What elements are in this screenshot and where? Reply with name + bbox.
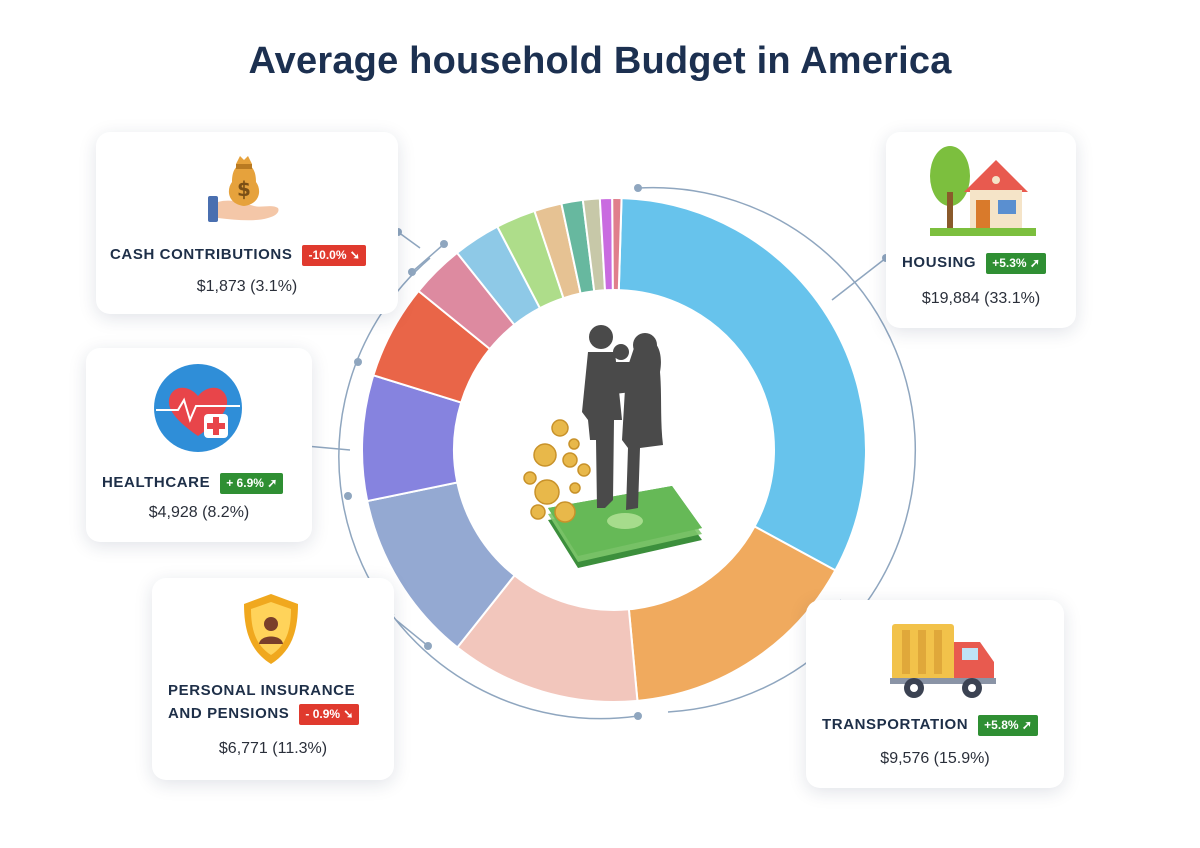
- transportation-card: TRANSPORTATION +5.8% ➚ $9,576 (15.9%): [806, 600, 1064, 788]
- cash-change-badge: -10.0% ➘: [302, 244, 366, 266]
- transportation-value: $9,576 (15.9%): [880, 750, 990, 767]
- connector-dot: [634, 712, 642, 720]
- transportation-label: TRANSPORTATION: [822, 716, 969, 733]
- cash-contributions-card: $ CASH CONTRIBUTIONS -10.0% ➘ $1,873 (3.…: [96, 132, 398, 314]
- donut-center: [454, 290, 774, 610]
- connector-dot: [440, 240, 448, 248]
- page-title: Average household Budget in America: [248, 40, 952, 82]
- housing-change-badge: +5.3% ➚: [986, 252, 1046, 274]
- connector-dot: [408, 268, 416, 276]
- shield-person-icon: [240, 592, 302, 666]
- housing-label: HOUSING: [902, 254, 977, 271]
- insurance-value: $6,771 (11.3%): [218, 740, 328, 757]
- money-bag-hand-icon: $: [206, 152, 282, 228]
- family-on-money-icon: [523, 325, 702, 568]
- insurance-connector-2: [395, 619, 429, 647]
- cash-label-row: CASH CONTRIBUTIONS -10.0% ➘: [110, 244, 366, 266]
- healthcare-value: $4,928 (8.2%): [148, 504, 250, 521]
- connector-dot: [634, 184, 642, 192]
- donut-slice-13: [611, 197, 623, 292]
- transportation-label-row: TRANSPORTATION +5.8% ➚: [822, 714, 1038, 736]
- housing-card: HOUSING +5.3% ➚ $19,884 (33.1%): [886, 132, 1076, 328]
- heart-medical-icon: [152, 362, 244, 454]
- insurance-label-line1: PERSONAL INSURANCE: [168, 682, 356, 699]
- cash-connector: [397, 231, 421, 249]
- outer-arc-left: [338, 257, 639, 720]
- svg-text:$: $: [237, 177, 251, 201]
- healthcare-card: HEALTHCARE + 6.9% ➚ $4,928 (8.2%): [86, 348, 312, 542]
- insurance-label-line2: AND PENSIONS: [168, 705, 290, 722]
- cash-value: $1,873 (3.1%): [196, 278, 298, 295]
- healthcare-change-badge: + 6.9% ➚: [220, 472, 284, 494]
- truck-icon: [890, 622, 996, 700]
- connector-dot: [344, 492, 352, 500]
- arrow-up-icon: ➚: [267, 475, 278, 490]
- transportation-change-badge: +5.8% ➚: [978, 714, 1038, 736]
- arrow-down-icon: ➘: [349, 247, 360, 262]
- insurance-change-badge: - 0.9% ➘: [299, 703, 360, 725]
- cash-label: CASH CONTRIBUTIONS: [110, 246, 293, 263]
- connector-dot: [424, 642, 432, 650]
- personal-insurance-card: PERSONAL INSURANCE AND PENSIONS - 0.9% ➘…: [152, 578, 394, 780]
- family-silhouette-icon: [582, 325, 663, 510]
- money-stack-icon: [548, 486, 702, 568]
- housing-value: $19,884 (33.1%): [921, 290, 1041, 307]
- housing-label-row: HOUSING +5.3% ➚: [902, 252, 1046, 274]
- donut-slices: [361, 196, 867, 703]
- arrow-up-icon: ➚: [1021, 717, 1032, 732]
- arrow-up-icon: ➚: [1029, 255, 1040, 270]
- insurance-label-row: AND PENSIONS - 0.9% ➘: [168, 703, 360, 725]
- arrow-down-icon: ➘: [343, 706, 354, 721]
- coins-icon: [523, 419, 591, 523]
- connector-dot: [354, 358, 362, 366]
- outer-arc-right: [637, 186, 917, 713]
- housing-connector: [831, 257, 887, 301]
- house-icon: [930, 142, 1036, 238]
- healthcare-label: HEALTHCARE: [102, 474, 211, 491]
- cash-connector-2: [411, 243, 445, 273]
- healthcare-label-row: HEALTHCARE + 6.9% ➚: [102, 472, 284, 494]
